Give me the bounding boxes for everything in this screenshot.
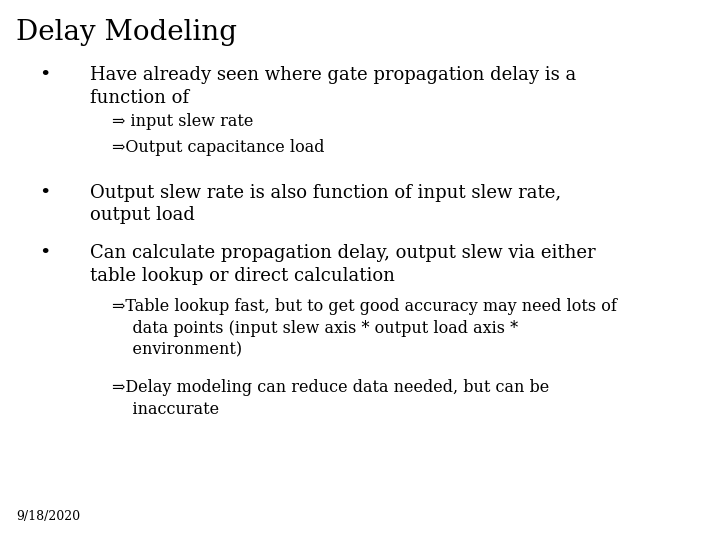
Text: Have already seen where gate propagation delay is a
function of: Have already seen where gate propagation… — [90, 66, 576, 107]
Text: Output slew rate is also function of input slew rate,
output load: Output slew rate is also function of inp… — [90, 184, 561, 225]
Text: •: • — [40, 66, 51, 84]
Text: •: • — [40, 244, 51, 262]
Text: •: • — [40, 184, 51, 201]
Text: Can calculate propagation delay, output slew via either
table lookup or direct c: Can calculate propagation delay, output … — [90, 244, 595, 285]
Text: ⇒Table lookup fast, but to get good accuracy may need lots of
    data points (i: ⇒Table lookup fast, but to get good accu… — [112, 298, 616, 358]
Text: Delay Modeling: Delay Modeling — [16, 19, 237, 46]
Text: ⇒Delay modeling can reduce data needed, but can be
    inaccurate: ⇒Delay modeling can reduce data needed, … — [112, 379, 549, 417]
Text: ⇒Output capacitance load: ⇒Output capacitance load — [112, 139, 324, 156]
Text: ⇒ input slew rate: ⇒ input slew rate — [112, 113, 253, 130]
Text: 9/18/2020: 9/18/2020 — [16, 510, 80, 523]
